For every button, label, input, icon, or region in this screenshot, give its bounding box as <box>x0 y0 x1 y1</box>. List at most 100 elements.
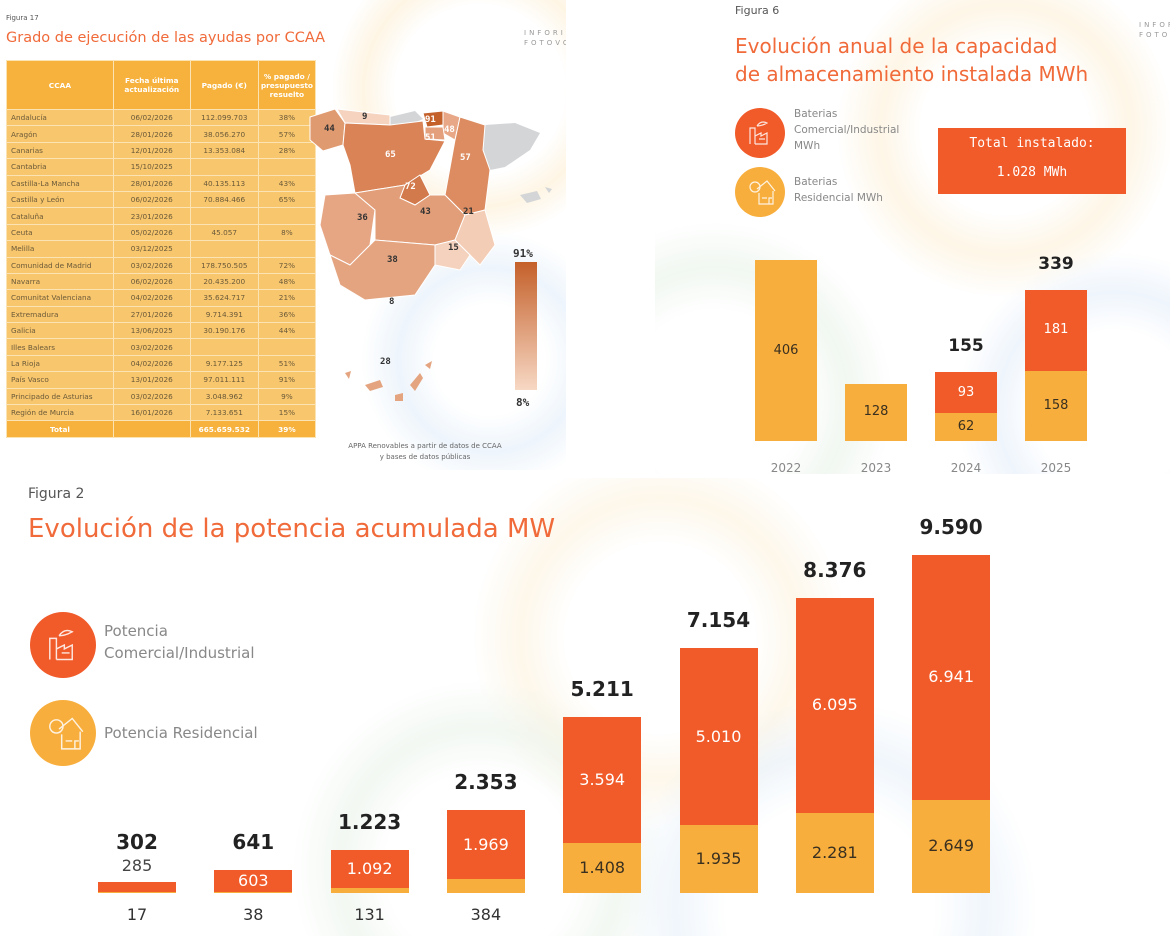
cell-ccaa: Región de Murcia <box>6 404 114 422</box>
figure-title: Evolución anual de la capacidad de almac… <box>735 32 1088 88</box>
cell-paid <box>189 338 259 356</box>
cell-date: 12/01/2026 <box>112 141 191 160</box>
cell-ccaa: Navarra <box>6 272 114 291</box>
brand-line: FOTOVO <box>524 39 566 47</box>
cell-pct: 44% <box>257 322 317 340</box>
cell-pct: 65% <box>257 190 317 209</box>
cell-ccaa: Cataluña <box>6 207 114 225</box>
legend-line: Baterias <box>794 108 838 120</box>
data-label-residential: 384 <box>470 905 502 924</box>
cell-date: 03/02/2026 <box>112 256 191 274</box>
map-label-extremadura: 36 <box>357 213 368 223</box>
cell-date: 27/01/2026 <box>112 305 191 324</box>
total-cell-pct: 39% <box>257 420 317 438</box>
data-label-commercial: 6.095 <box>811 695 858 715</box>
total-label: 339 <box>1038 253 1074 274</box>
cell-ccaa: Principado de Asturias <box>6 387 114 406</box>
total-label: 9.590 <box>919 515 983 539</box>
table-row: Melilla 03/12/2025 <box>6 240 317 258</box>
cell-pct: 15% <box>257 404 317 422</box>
map-legend-min: 8% <box>516 396 530 409</box>
cell-ccaa: Extremadura <box>6 305 114 324</box>
legend-label-commercial: Baterias Comercial/Industrial MWh <box>794 106 899 154</box>
data-label-commercial: 93 <box>957 384 975 400</box>
total-cell-date <box>112 420 191 438</box>
region-canarias <box>345 361 432 401</box>
legend-line: MWh <box>794 140 821 152</box>
table-row: Aragón 28/01/2026 38.056.270 57% <box>6 125 317 143</box>
data-label-commercial: 3.594 <box>579 770 626 790</box>
bar-residential <box>563 843 642 893</box>
cell-date: 06/02/2026 <box>112 272 191 291</box>
cell-date: 13/06/2025 <box>112 322 191 340</box>
house-icon <box>735 167 785 217</box>
title-line: de almacenamiento instalada MWh <box>735 62 1089 86</box>
cell-paid: 35.624.717 <box>189 289 259 307</box>
cell-paid: 9.177.125 <box>189 354 259 373</box>
figure17-panel: Figura 17 Grado de ejecución de las ayud… <box>0 0 566 470</box>
bar-residential <box>845 383 907 441</box>
total-label: 1.223 <box>337 809 402 834</box>
brand-watermark: INFORI FOTOVO <box>1139 20 1170 40</box>
data-label-commercial: 181 <box>1043 322 1069 338</box>
cell-ccaa: La Rioja <box>6 354 114 373</box>
total-label: 155 <box>948 335 984 356</box>
table-row: Castilla y León 06/02/2026 70.884.466 65% <box>6 190 317 209</box>
cell-paid: 38.056.270 <box>189 125 259 143</box>
map-label-canarias: 28 <box>380 357 391 367</box>
bar-residential <box>755 260 817 441</box>
bar-residential <box>935 413 997 441</box>
house-icon <box>30 700 96 766</box>
table-row: Andalucía 06/02/2026 112.099.703 38% <box>6 108 317 127</box>
column-header: CCAA <box>6 60 114 110</box>
region-navarra <box>442 110 461 141</box>
legend-line: Comercial/Industrial <box>794 124 900 136</box>
map-label-castilla-leon: 65 <box>385 150 396 160</box>
data-label-residential: 2.281 <box>811 842 858 862</box>
cell-date: 06/02/2026 <box>112 108 191 127</box>
legend-line: Baterias <box>794 176 838 188</box>
data-label-residential: 1.408 <box>579 858 626 878</box>
data-label-commercial: 285 <box>121 855 153 875</box>
bar-commercial <box>330 849 409 889</box>
map-label-navarra: 48 <box>444 125 455 135</box>
region-andalucia <box>329 239 436 301</box>
legend-label-residential: Baterias Residencial MWh <box>794 174 883 206</box>
source-line: y bases de datos públicas <box>379 453 471 461</box>
figure6-panel: Figura 6 Evolución anual de la capacidad… <box>655 0 1170 474</box>
cell-pct <box>257 338 317 356</box>
cell-paid: 112.099.703 <box>189 108 259 127</box>
legend-label-commercial: Potencia Comercial/Industrial <box>104 620 255 664</box>
map-label-la-rioja: 51 <box>425 133 436 143</box>
x-axis-label: 2024 <box>950 461 982 474</box>
cell-ccaa: Comunitat Valenciana <box>6 289 114 307</box>
cell-pct: 48% <box>257 272 317 291</box>
cell-date: 28/01/2026 <box>112 125 191 143</box>
bar-residential <box>98 892 176 893</box>
figure-title: Evolución de la potencia acumulada MW <box>28 514 556 544</box>
table-row: Canarias 12/01/2026 13.353.084 28% <box>6 141 317 160</box>
cell-paid: 70.884.466 <box>189 190 259 209</box>
column-header: Pagado (€) <box>189 60 259 110</box>
brand-watermark: INFORI FOTOVO <box>524 28 566 48</box>
cell-date: 03/02/2026 <box>112 338 191 356</box>
total-installed-box: Total instalado: 1.028 MWh <box>938 128 1126 194</box>
data-label-residential: 62 <box>957 419 975 435</box>
bar-commercial <box>446 810 525 880</box>
data-label-residential: 128 <box>863 404 889 420</box>
cell-ccaa: Castilla-La Mancha <box>6 174 114 192</box>
data-label-residential: 406 <box>773 342 799 358</box>
cell-date: 16/01/2026 <box>112 404 191 422</box>
cell-ccaa: Canarias <box>6 141 114 160</box>
cell-ccaa: Galicia <box>6 322 114 340</box>
total-box-value: 1.028 MWh <box>996 165 1068 180</box>
bar-residential <box>795 812 874 893</box>
brand-line: INFORI <box>1139 21 1170 29</box>
bar-residential <box>1025 370 1087 441</box>
map-legend-max: 91% <box>513 247 533 260</box>
region-baleares <box>520 187 552 203</box>
cell-paid: 45.057 <box>189 223 259 242</box>
figure-title: Grado de ejecución de las ayudas por CCA… <box>6 30 326 46</box>
bar-residential <box>912 799 991 893</box>
cell-pct: 8% <box>257 223 317 242</box>
